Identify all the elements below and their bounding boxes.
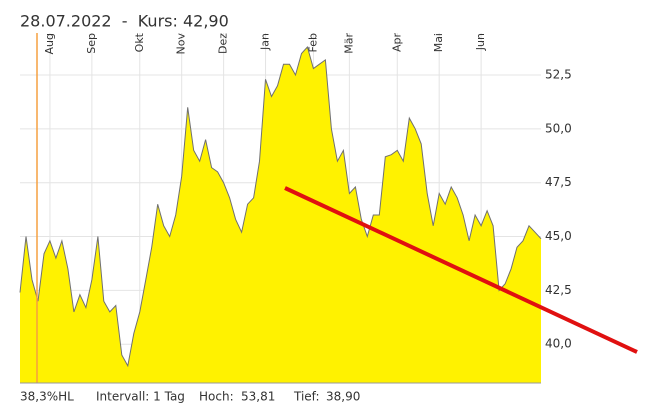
x-tick-label: Jun [474, 33, 487, 51]
x-tick-label: Jan [259, 33, 272, 51]
x-tick-label: Mär [342, 33, 355, 54]
y-tick-label: 50,0 [545, 121, 572, 135]
high-value: 53,81 [241, 390, 275, 404]
x-tick-label: Mai [432, 33, 445, 52]
chart-title: 28.07.2022 - Kurs: 42,90 [20, 12, 229, 31]
low-value: 38,90 [326, 390, 360, 404]
x-tick-label: Apr [390, 33, 403, 53]
y-tick-label: 52,5 [545, 68, 572, 82]
high-label: Hoch: [199, 390, 234, 404]
x-tick-label: Nov [175, 33, 188, 55]
x-tick-label: Feb [306, 33, 319, 52]
price-line [19, 45, 542, 368]
x-tick-label: Aug [43, 33, 56, 54]
trend-line [284, 186, 638, 354]
y-tick-label: 45,0 [545, 229, 572, 243]
x-tick-label: Dez [217, 33, 230, 54]
area [20, 47, 541, 383]
y-tick-label: 47,5 [545, 175, 572, 189]
range-text: 38,3%HL [20, 390, 74, 404]
y-tick-label: 40,0 [545, 337, 572, 351]
x-tick-label: Okt [133, 32, 146, 52]
y-tick-label: 42,5 [545, 283, 572, 297]
x-tick-label: Sep [85, 33, 98, 54]
interval-text: Intervall: 1 Tag [96, 390, 185, 404]
low-label: Tief: [293, 390, 320, 404]
